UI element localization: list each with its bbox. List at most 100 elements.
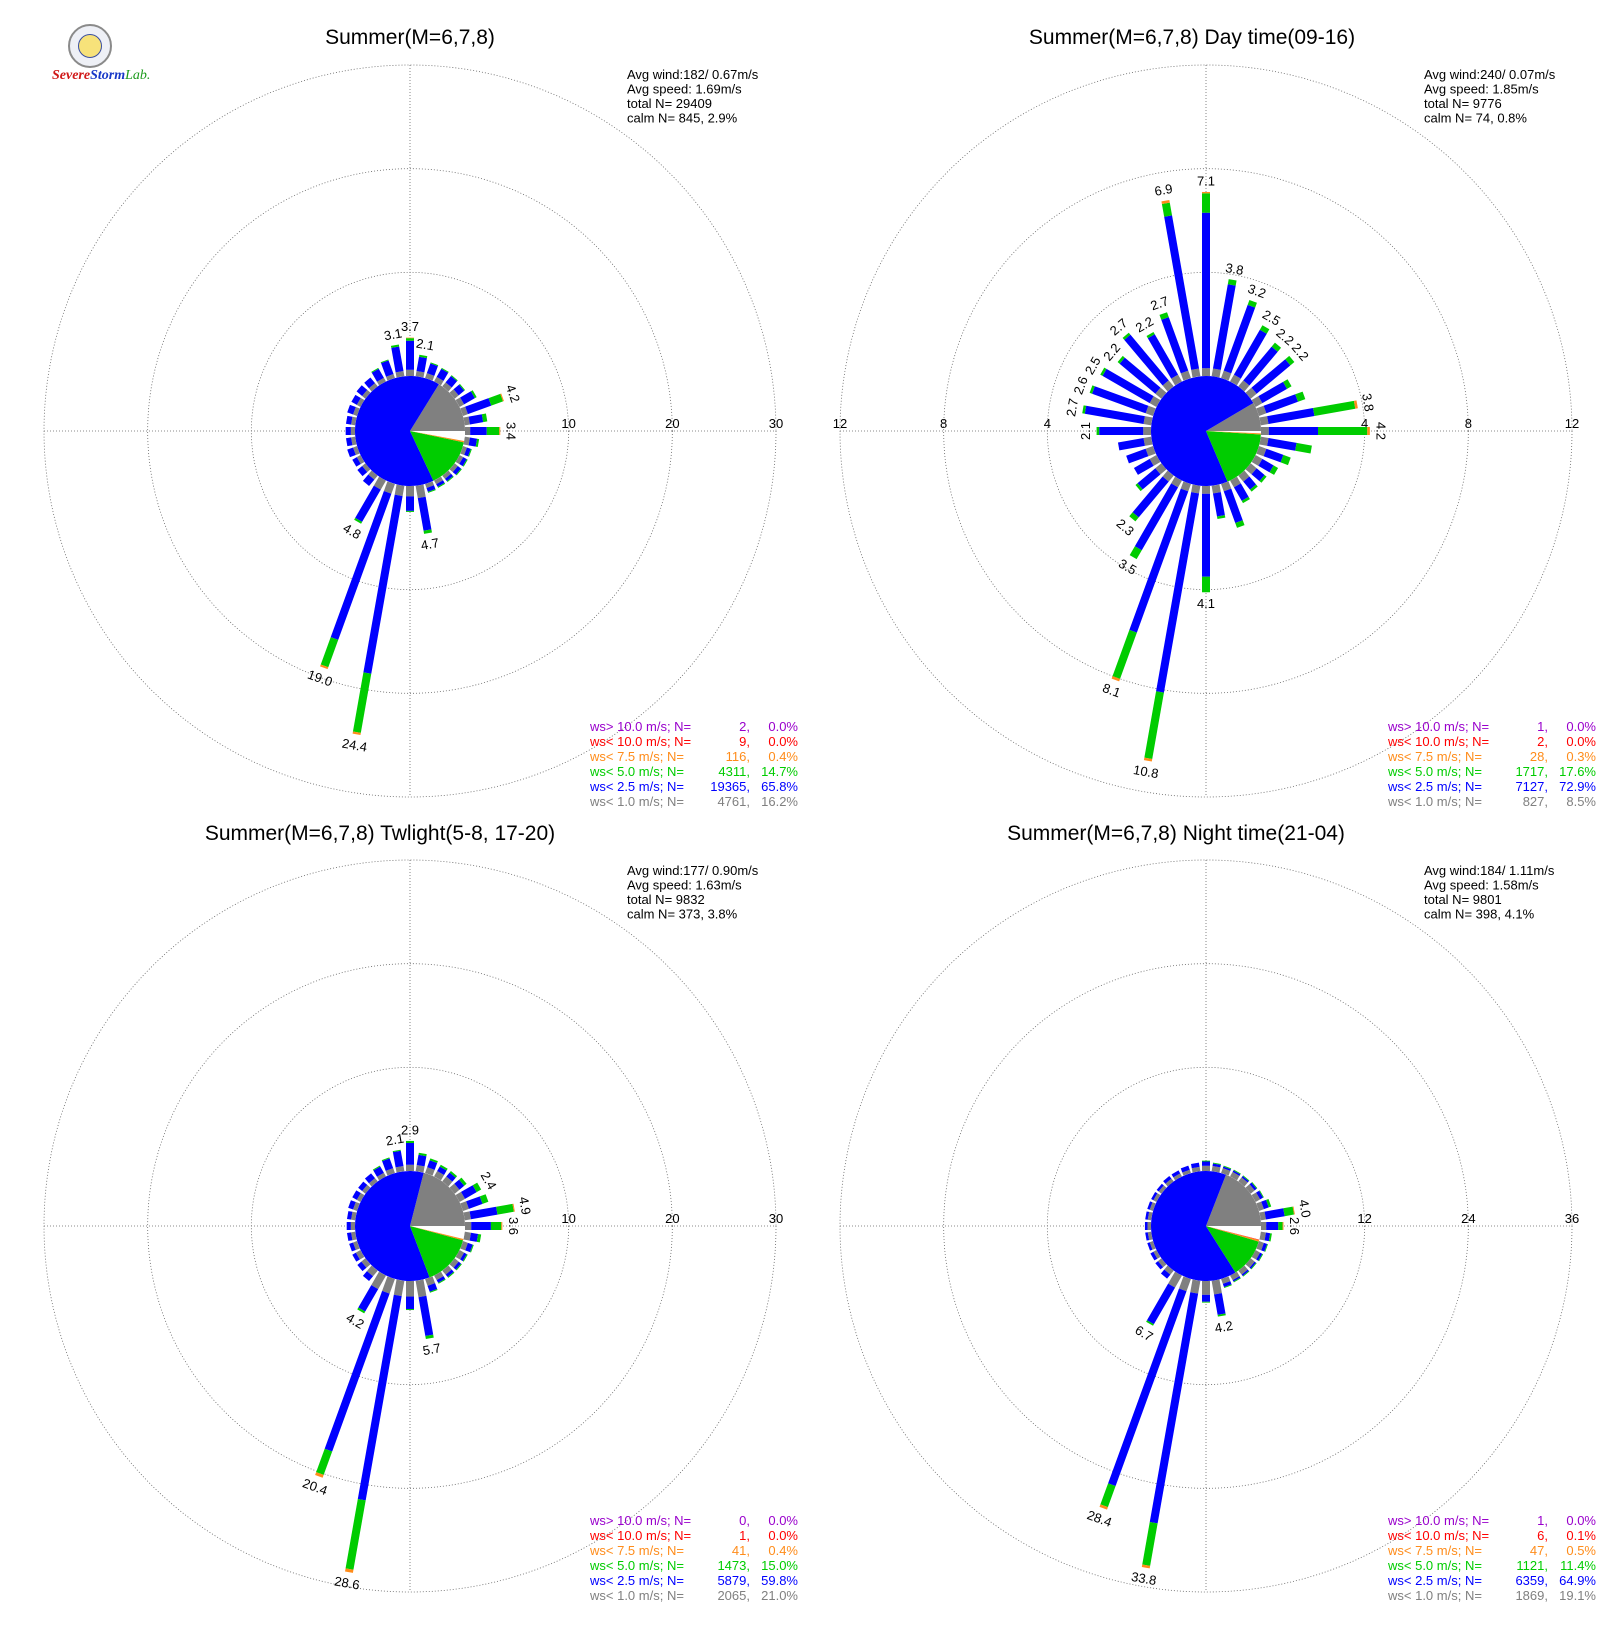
direction-bar-220 [1129, 470, 1174, 522]
bar-segment-orange [406, 337, 414, 339]
bar-segment-blue [452, 465, 462, 475]
pie-slice-orange [410, 431, 465, 443]
direction-bar-90 [465, 1222, 503, 1230]
ring-label: 12 [1565, 416, 1579, 431]
direction-bar-310 [356, 385, 371, 399]
ring-label: 12 [1357, 1211, 1371, 1226]
direction-bar-300 [1100, 367, 1161, 407]
bar-segment-gray [1180, 370, 1191, 381]
bar-segment-gray [382, 1276, 395, 1294]
bar-segment-green [380, 359, 389, 364]
bar-value-label: 2.5 [1260, 307, 1283, 329]
bar-segment-green [1268, 1233, 1272, 1242]
bar-value-label: 4.2 [344, 1310, 367, 1332]
bar-segment-blue [1202, 212, 1210, 369]
direction-bar-90 [465, 427, 501, 435]
bar-segment-gray [1190, 1279, 1201, 1294]
direction-bar-60 [1251, 1190, 1264, 1202]
direction-bar-0 [1202, 191, 1210, 376]
direction-bar-60 [1251, 379, 1292, 407]
bar-segment-green [1242, 1175, 1250, 1182]
bar-segment-gray [368, 470, 378, 480]
bar-value-label: 7.1 [1197, 173, 1215, 188]
legend-percent: 15.0% [761, 1558, 798, 1573]
bar-segment-orange [315, 1472, 324, 1478]
bar-value-label: 5.7 [422, 1340, 442, 1358]
bar-segment-blue [1264, 1232, 1271, 1242]
bar-segment-blue [381, 360, 394, 377]
ring-24 [943, 963, 1469, 1489]
bar-segment-gray [1143, 436, 1153, 446]
bar-segment-green [1100, 367, 1107, 376]
bar-segment-green [1146, 1320, 1154, 1326]
legend-label: ws< 1.0 m/s; N= [1387, 794, 1482, 809]
pie-slice-green [410, 431, 464, 481]
bar-segment-blue [1212, 284, 1236, 370]
legend-row: ws< 10.0 m/s; N= 1, 0.0% [589, 1528, 798, 1543]
stat-line: Avg wind:177/ 0.90m/s [627, 863, 759, 878]
bar-segment-blue [469, 1206, 498, 1220]
bar-segment-gray [386, 374, 395, 381]
bar-segment-gray [1153, 1193, 1161, 1202]
bar-segment-blue [345, 437, 353, 447]
bar-segment-blue [444, 473, 454, 482]
bar-segment-green [1202, 576, 1210, 593]
legend-label: ws< 10.0 m/s; N= [1387, 1528, 1489, 1543]
pie-slice-red [1206, 1226, 1260, 1241]
direction-bar-60 [455, 1182, 482, 1202]
legend-label: ws> 10.0 m/s; N= [1387, 719, 1489, 734]
bar-segment-gray [455, 397, 465, 407]
bar-segment-blue [1147, 334, 1179, 379]
legend-row: ws< 2.5 m/s; N= 19365, 65.8% [589, 779, 798, 794]
bar-segment-green [1096, 427, 1100, 435]
bar-segment-green [419, 354, 428, 359]
direction-bar-70 [460, 393, 504, 416]
direction-bar-270 [346, 1222, 355, 1230]
direction-bar-230 [357, 1258, 371, 1272]
bar-segment-blue [1151, 1192, 1158, 1201]
bar-segment-green [372, 1165, 381, 1171]
bar-segment-blue [1249, 1182, 1257, 1191]
direction-bar-160 [1221, 481, 1245, 528]
bar-segment-green [352, 672, 372, 733]
direction-bar-220 [362, 470, 378, 487]
bar-segment-gray [434, 1271, 444, 1281]
bar-segment-gray [415, 1279, 427, 1298]
legend-percent: 11.4% [1560, 1558, 1596, 1573]
direction-bar-120 [455, 1250, 468, 1262]
direction-bar-260 [1117, 436, 1153, 451]
direction-bar-260 [345, 436, 357, 447]
bar-segment-gray [1162, 470, 1174, 482]
stat-line: calm N= 845, 2.9% [627, 111, 738, 126]
logo-wordmark: SevereStormLab. [52, 68, 150, 84]
bar-segment-gray [1162, 380, 1174, 392]
direction-bar-280 [1082, 405, 1153, 426]
ring-label-left: 12 [833, 416, 847, 431]
bar-segment-gray [1230, 374, 1241, 386]
bar-segment-blue [362, 1271, 374, 1282]
bar-segment-gray [350, 1222, 355, 1230]
bar-segment-gray [1238, 1265, 1248, 1275]
direction-bar-50 [449, 1177, 467, 1194]
bar-segment-green [1146, 331, 1155, 339]
direction-bar-330 [372, 1165, 386, 1181]
direction-bar-350 [390, 344, 405, 378]
panel-title: Summer(M=6,7,8) Twlight(5-8, 17-20) [205, 822, 555, 845]
bar-segment-blue [1251, 468, 1265, 482]
direction-bar-210 [354, 476, 386, 524]
bar-segment-blue [1092, 386, 1149, 414]
direction-bar-320 [364, 377, 378, 392]
bar-segment-gray [373, 476, 386, 490]
legend-percent: 17.6% [1559, 764, 1596, 779]
legend-row: ws> 10.0 m/s; N= 1, 0.0% [1387, 1513, 1596, 1528]
direction-bar-140 [442, 1265, 455, 1278]
bar-segment-green [472, 1182, 482, 1193]
bar-segment-gray [350, 427, 355, 435]
legend-count: 116, [726, 749, 750, 764]
legend-percent: 0.4% [768, 1543, 798, 1558]
direction-bar-90 [1261, 1222, 1284, 1230]
bar-segment-green [354, 517, 363, 524]
ring-label: 20 [665, 1211, 679, 1226]
direction-bar-110 [1256, 446, 1291, 466]
legend-percent: 0.0% [768, 1528, 798, 1543]
